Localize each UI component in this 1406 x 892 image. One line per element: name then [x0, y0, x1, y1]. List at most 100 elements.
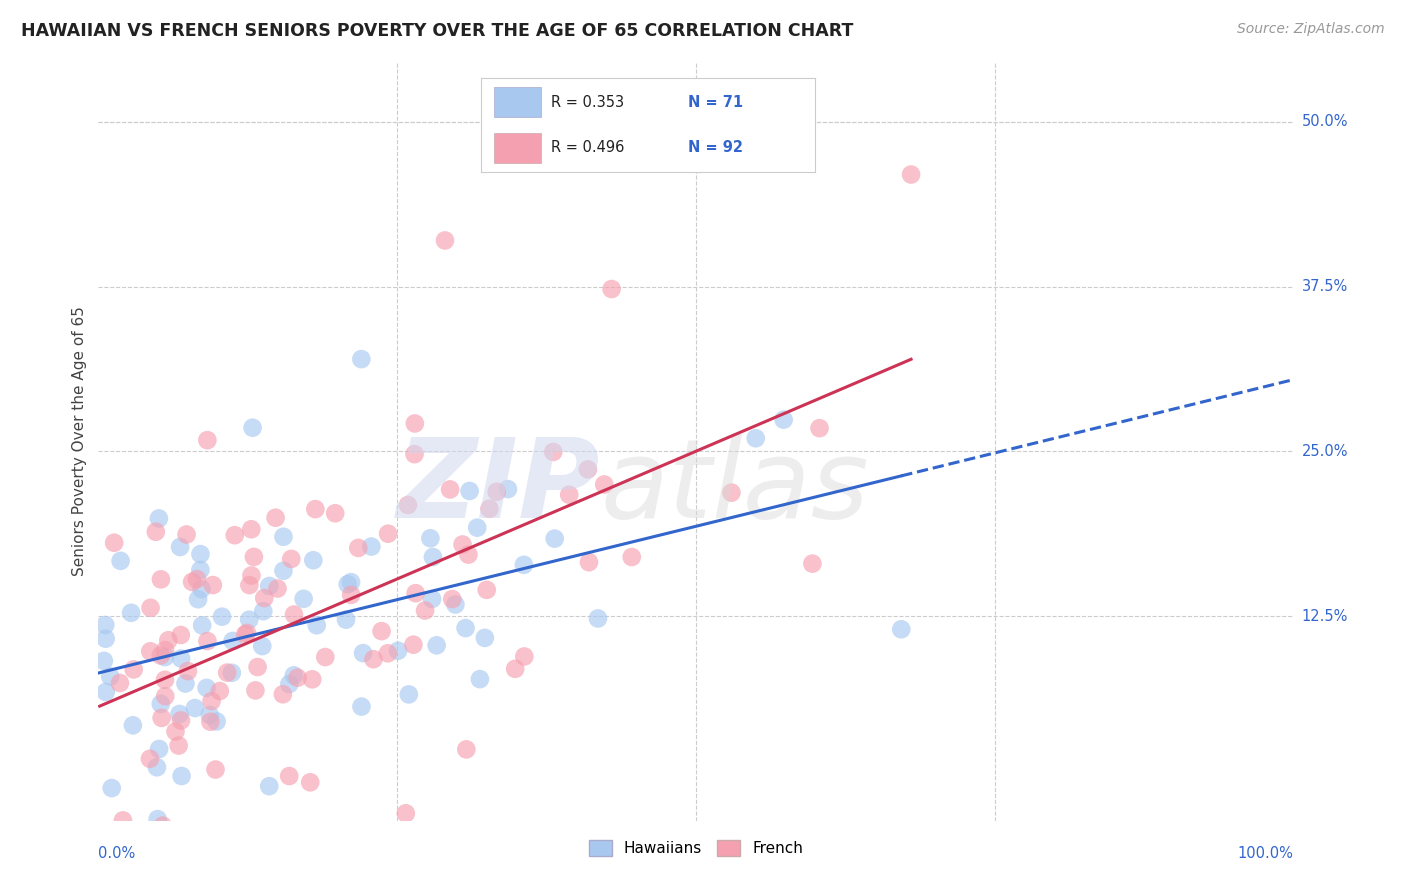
Text: 25.0%: 25.0% — [1302, 444, 1348, 458]
Point — [340, 575, 363, 590]
Point — [184, 701, 207, 715]
Point — [600, 282, 623, 296]
Point — [253, 591, 276, 605]
Point — [485, 484, 508, 499]
Point — [264, 510, 287, 524]
Point — [478, 501, 501, 516]
Point — [152, 819, 174, 833]
Point — [475, 582, 498, 597]
Point — [187, 592, 209, 607]
Point — [149, 573, 172, 587]
Point — [474, 631, 496, 645]
Point — [111, 814, 134, 828]
Point — [155, 690, 177, 704]
Point — [890, 622, 912, 636]
Point — [120, 606, 142, 620]
Point — [94, 618, 117, 632]
Text: 50.0%: 50.0% — [1302, 114, 1348, 129]
Point — [198, 708, 221, 723]
Point — [89, 852, 111, 866]
Point — [98, 669, 121, 683]
Point — [205, 714, 228, 729]
Point — [240, 522, 263, 536]
Point — [314, 650, 336, 665]
Point — [503, 662, 526, 676]
Point — [236, 626, 259, 640]
Point — [122, 718, 145, 732]
Point — [513, 558, 536, 572]
Point — [720, 485, 742, 500]
Point — [363, 652, 385, 666]
Point — [808, 421, 831, 435]
Point — [252, 639, 274, 653]
Point — [167, 739, 190, 753]
Point — [243, 549, 266, 564]
Point — [103, 535, 125, 549]
Point — [146, 760, 169, 774]
Point — [496, 482, 519, 496]
Point — [444, 598, 467, 612]
Text: atlas: atlas — [600, 434, 869, 541]
Point — [620, 549, 643, 564]
Point — [347, 541, 370, 555]
Point — [181, 574, 204, 589]
Point — [336, 577, 359, 591]
Point — [177, 664, 200, 678]
Point — [280, 552, 302, 566]
Point — [174, 676, 197, 690]
Point — [252, 604, 274, 618]
Point — [278, 677, 301, 691]
Text: HAWAIIAN VS FRENCH SENIORS POVERTY OVER THE AGE OF 65 CORRELATION CHART: HAWAIIAN VS FRENCH SENIORS POVERTY OVER … — [21, 22, 853, 40]
Point — [745, 431, 768, 445]
Point — [204, 763, 226, 777]
Point — [221, 634, 243, 648]
Point — [169, 706, 191, 721]
Point — [195, 433, 218, 447]
Point — [301, 673, 323, 687]
Point — [458, 483, 481, 498]
Point — [287, 671, 309, 685]
Point — [370, 624, 392, 639]
Point — [157, 633, 180, 648]
Point — [544, 532, 567, 546]
Point — [377, 526, 399, 541]
Point — [439, 483, 461, 497]
Point — [200, 714, 222, 729]
Point — [245, 683, 267, 698]
Point — [292, 591, 315, 606]
Point — [396, 498, 419, 512]
Point — [305, 618, 328, 632]
Point — [145, 524, 167, 539]
Point — [93, 654, 115, 668]
Point — [259, 779, 281, 793]
Point — [302, 553, 325, 567]
Point — [434, 234, 457, 248]
Point — [190, 547, 212, 561]
Point — [578, 555, 600, 569]
Point — [468, 672, 491, 686]
Point — [593, 477, 616, 491]
Point — [335, 613, 357, 627]
Point — [395, 806, 418, 821]
Point — [420, 591, 443, 606]
Point — [246, 660, 269, 674]
Point — [413, 603, 436, 617]
Point — [350, 352, 373, 367]
Point — [801, 557, 824, 571]
Point — [404, 447, 426, 461]
Point — [360, 540, 382, 554]
Point — [273, 564, 295, 578]
Point — [422, 549, 444, 564]
Point — [273, 530, 295, 544]
Point — [259, 579, 281, 593]
Point — [283, 668, 305, 682]
Point — [170, 651, 193, 665]
Point — [146, 812, 169, 826]
Point — [94, 632, 117, 646]
Point — [122, 662, 145, 676]
Text: ZIP: ZIP — [396, 434, 600, 541]
Point — [139, 600, 162, 615]
Point — [240, 568, 263, 582]
Point — [541, 445, 564, 459]
Point — [200, 694, 222, 708]
